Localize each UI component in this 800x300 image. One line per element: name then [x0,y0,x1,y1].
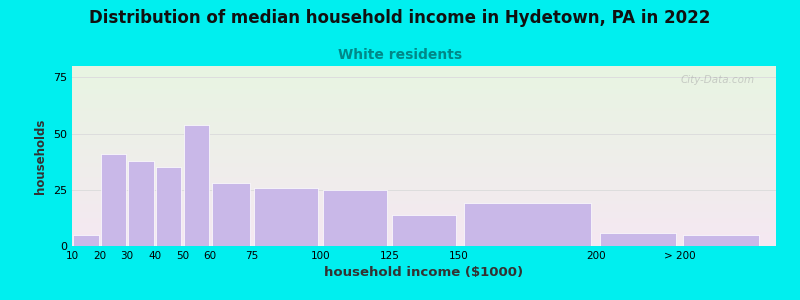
Y-axis label: households: households [34,118,47,194]
Bar [392,214,456,246]
Bar [156,167,182,246]
Bar [464,203,591,246]
X-axis label: household income ($1000): household income ($1000) [325,266,523,279]
Bar [212,183,250,246]
Text: Distribution of median household income in Hydetown, PA in 2022: Distribution of median household income … [90,9,710,27]
Bar [101,154,126,246]
Bar [600,232,676,246]
Bar [682,235,759,246]
Text: City-Data.com: City-Data.com [681,75,755,85]
Bar [254,188,318,246]
Bar [73,235,98,246]
Text: White residents: White residents [338,48,462,62]
Bar [183,124,209,246]
Bar [323,190,386,246]
Bar [128,160,154,246]
